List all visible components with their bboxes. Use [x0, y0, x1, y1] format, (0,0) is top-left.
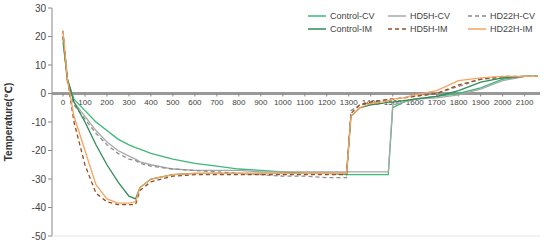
x-tick [172, 94, 173, 97]
x-tick-label: 1300 [340, 98, 358, 107]
x-tick [348, 94, 349, 97]
series-line [63, 42, 538, 175]
x-tick [128, 94, 129, 97]
y-tick-label: -40 [32, 202, 47, 213]
legend-swatch [388, 15, 406, 17]
x-tick [392, 94, 393, 97]
x-tick-label: 1900 [472, 98, 490, 107]
y-tick-label: 20 [35, 31, 47, 42]
x-tick-label: 900 [254, 98, 268, 107]
legend-swatch [468, 15, 486, 17]
x-tick [282, 94, 283, 97]
legend-swatch [308, 28, 326, 30]
y-tick [48, 179, 52, 180]
x-tick [84, 94, 85, 97]
legend-label: HD5H-IM [410, 24, 448, 34]
legend-label: HD5H-CV [410, 11, 450, 21]
y-tick [48, 65, 52, 66]
x-tick-label: 200 [100, 98, 114, 107]
series-line [63, 31, 538, 205]
x-tick-label: 0 [61, 98, 66, 107]
y-tick [48, 122, 52, 123]
y-tick-label: 10 [35, 60, 47, 71]
y-axis-label: Temperature(℃) [3, 83, 14, 162]
legend-label: Control-CV [330, 11, 375, 21]
y-tick [48, 8, 52, 9]
legend-label: HD22H-IM [490, 24, 533, 34]
x-tick [502, 94, 503, 97]
y-tick-label: -50 [32, 231, 47, 242]
x-tick-label: 600 [188, 98, 202, 107]
x-tick [62, 94, 63, 97]
x-tick-label: 1000 [274, 98, 292, 107]
x-tick [304, 94, 305, 97]
series-line [63, 37, 538, 172]
x-tick [194, 94, 195, 97]
x-tick [216, 94, 217, 97]
y-tick [48, 93, 52, 94]
x-tick [326, 94, 327, 97]
y-tick-label: -20 [32, 145, 47, 156]
x-tick-label: 2100 [516, 98, 534, 107]
x-tick-label: 1800 [450, 98, 468, 107]
legend-label: Control-IM [330, 24, 372, 34]
x-tick-label: 1700 [428, 98, 446, 107]
x-tick-label: 2000 [494, 98, 512, 107]
y-tick-label: -10 [32, 117, 47, 128]
series-line [63, 31, 538, 203]
x-tick-label: 1100 [296, 98, 314, 107]
legend-swatch [468, 28, 486, 30]
legend-swatch [388, 28, 406, 30]
x-tick-label: 800 [232, 98, 246, 107]
y-tick [48, 207, 52, 208]
x-tick [524, 94, 525, 97]
x-tick [150, 94, 151, 97]
x-tick-label: 300 [122, 98, 136, 107]
legend: Control-CV HD5H-CV HD22H-CV Control-IM HD5H-… [308, 11, 535, 34]
y-tick-label: 0 [40, 88, 46, 99]
x-tick [106, 94, 107, 97]
y-tick [48, 36, 52, 37]
chart: -50-40-30-20-100102030010020030040050060… [0, 0, 551, 244]
y-tick [48, 150, 52, 151]
x-tick [260, 94, 261, 97]
y-tick-label: 30 [35, 3, 47, 14]
plot-frame [52, 236, 540, 237]
x-tick [238, 94, 239, 97]
plot-lines [63, 31, 538, 205]
x-tick-label: 1200 [318, 98, 336, 107]
x-tick-label: 700 [210, 98, 224, 107]
chart-container: -50-40-30-20-100102030010020030040050060… [0, 0, 551, 244]
x-tick-label: 500 [166, 98, 180, 107]
y-tick-label: -30 [32, 174, 47, 185]
legend-swatch [308, 15, 326, 17]
x-tick-label: 400 [144, 98, 158, 107]
x-tick [480, 94, 481, 97]
legend-label: HD22H-CV [490, 11, 535, 21]
x-tick [370, 94, 371, 97]
series-line [63, 37, 538, 178]
y-tick [48, 236, 52, 237]
